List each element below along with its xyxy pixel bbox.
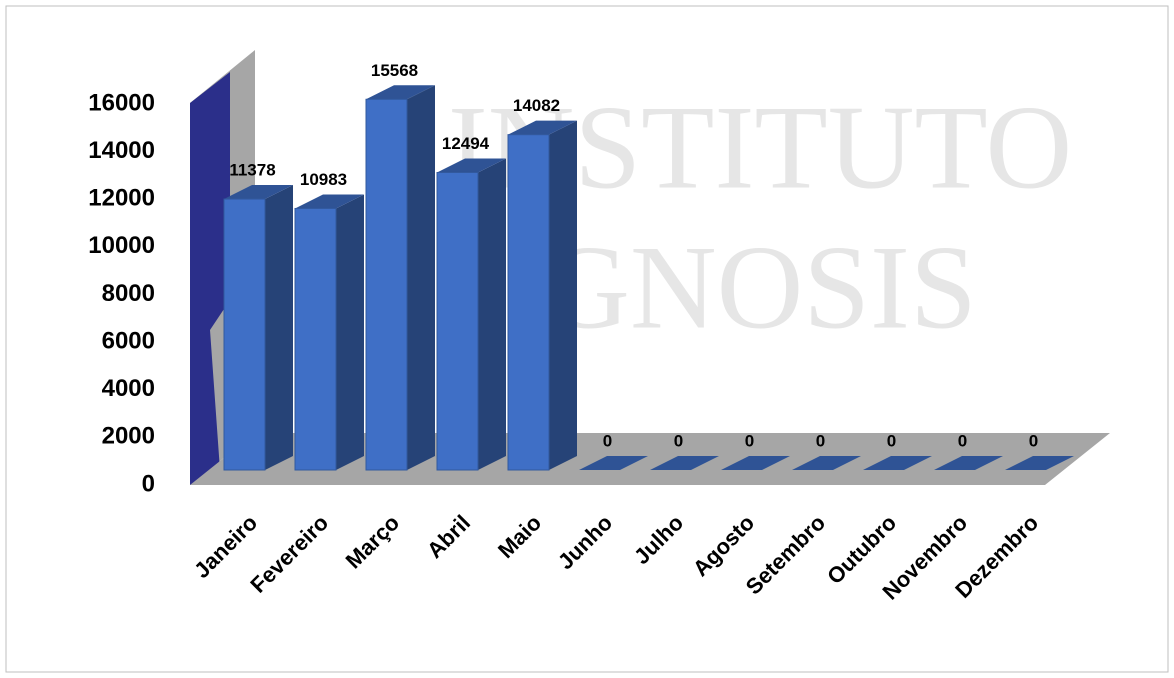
bar-side [549, 120, 577, 471]
y-tick-label: 16000 [88, 89, 155, 116]
bar-top [224, 185, 293, 200]
bar-top [437, 158, 506, 173]
y-tick-label: 6000 [102, 327, 155, 354]
watermark: GNOSIS [543, 221, 976, 354]
value-label: 0 [887, 431, 896, 450]
bar-side [265, 185, 293, 470]
wall-decoration [190, 72, 230, 485]
bar [365, 98, 408, 471]
bar-side [407, 85, 435, 471]
bar [223, 198, 266, 471]
bar-top [934, 456, 1003, 470]
bar-top [508, 120, 577, 135]
value-label: 14082 [513, 96, 560, 115]
bar-top [721, 456, 790, 470]
value-label: 10983 [300, 170, 347, 189]
value-label: 0 [674, 431, 683, 450]
bar-top [863, 456, 932, 470]
value-label: 0 [603, 431, 612, 450]
y-tick-label: 0 [142, 470, 155, 497]
bar [507, 134, 550, 471]
y-tick-label: 14000 [88, 137, 155, 164]
y-tick-label: 10000 [88, 232, 155, 259]
value-label: 12494 [442, 134, 490, 153]
bar-top [366, 85, 435, 100]
y-tick-label: 2000 [102, 423, 155, 450]
y-tick-label: 4000 [102, 375, 155, 402]
value-label: 0 [816, 431, 825, 450]
bar-top [792, 456, 861, 470]
bar-side [478, 158, 506, 470]
y-tick-label: 12000 [88, 185, 155, 212]
value-label: 0 [958, 431, 967, 450]
value-label: 0 [1029, 431, 1038, 450]
bar-side [336, 194, 364, 470]
bar [436, 171, 479, 471]
bar-top [650, 456, 719, 470]
bar [294, 207, 337, 471]
value-label: 0 [745, 431, 754, 450]
value-label: 15568 [371, 61, 418, 80]
bar-top [1005, 456, 1074, 470]
value-label: 11378 [229, 161, 275, 180]
bar-top [295, 194, 364, 209]
y-tick-label: 8000 [102, 280, 155, 307]
bar-top [579, 456, 648, 470]
